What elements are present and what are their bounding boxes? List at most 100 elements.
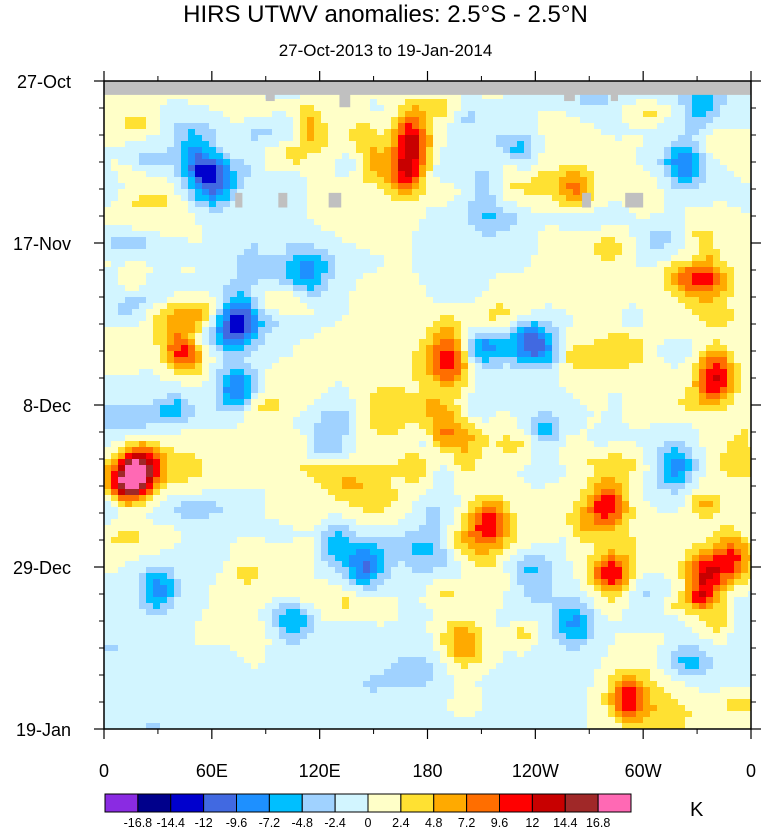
field-cell: [671, 129, 679, 136]
field-cell: [209, 309, 217, 316]
field-cell: [475, 321, 483, 328]
field-cell: [615, 123, 623, 130]
field-cell: [650, 123, 658, 130]
field-cell: [335, 237, 343, 244]
field-cell: [573, 129, 581, 136]
field-cell: [419, 141, 427, 148]
field-cell: [300, 345, 308, 352]
field-cell: [559, 351, 567, 358]
field-cell: [685, 165, 693, 172]
field-cell: [741, 339, 749, 346]
field-cell: [706, 273, 714, 280]
field-cell: [132, 117, 140, 124]
field-cell: [503, 189, 511, 196]
field-cell: [454, 345, 462, 352]
field-cell: [629, 249, 637, 256]
field-cell: [608, 135, 616, 142]
field-cell: [643, 327, 651, 334]
field-cell: [209, 159, 217, 166]
field-cell: [188, 387, 196, 394]
field-cell: [363, 243, 371, 250]
field-cell: [692, 333, 700, 340]
field-cell: [223, 291, 231, 298]
field-cell: [342, 243, 350, 250]
field-cell: [643, 279, 651, 286]
field-cell: [307, 195, 315, 202]
field-cell: [720, 249, 728, 256]
field-cell: [195, 93, 203, 100]
field-cell: [174, 267, 182, 274]
field-cell: [664, 393, 672, 400]
field-cell: [370, 135, 378, 142]
field-cell: [692, 201, 700, 208]
field-cell: [139, 171, 147, 178]
field-cell: [265, 249, 273, 256]
field-cell: [181, 201, 189, 208]
field-cell: [251, 99, 259, 106]
field-cell: [363, 225, 371, 232]
field-cell: [489, 267, 497, 274]
field-cell: [398, 261, 406, 268]
field-cell: [699, 297, 707, 304]
field-cell: [440, 231, 448, 238]
field-cell: [587, 93, 595, 100]
field-cell: [545, 357, 553, 364]
field-cell: [489, 195, 497, 202]
field-cell: [342, 255, 350, 262]
field-cell: [279, 255, 287, 262]
field-cell: [643, 153, 651, 160]
field-cell: [720, 261, 728, 268]
field-cell: [321, 315, 329, 322]
field-cell: [713, 189, 721, 196]
field-cell: [594, 93, 602, 100]
field-cell: [433, 225, 441, 232]
field-cell: [517, 303, 525, 310]
field-cell: [405, 249, 413, 256]
field-cell: [608, 285, 616, 292]
field-cell: [342, 177, 350, 184]
field-cell: [713, 393, 721, 400]
field-cell: [202, 279, 210, 286]
field-cell: [433, 291, 441, 298]
field-cell: [685, 213, 693, 220]
field-cell: [713, 93, 721, 100]
field-cell: [370, 123, 378, 130]
field-cell: [657, 189, 665, 196]
field-cell: [580, 279, 588, 286]
field-cell: [265, 297, 273, 304]
field-cell: [307, 399, 315, 406]
field-cell: [552, 285, 560, 292]
field-cell: [468, 183, 476, 190]
field-cell: [230, 321, 238, 328]
field-cell: [517, 249, 525, 256]
field-cell: [230, 369, 238, 376]
field-cell: [461, 171, 469, 178]
field-cell: [510, 117, 518, 124]
field-cell: [601, 195, 609, 202]
field-cell: [678, 201, 686, 208]
field-cell: [419, 327, 427, 334]
field-cell: [580, 99, 588, 106]
field-cell: [398, 99, 406, 106]
field-cell: [524, 387, 532, 394]
field-cell: [601, 393, 609, 400]
field-cell: [615, 339, 623, 346]
field-cell: [398, 351, 406, 358]
field-cell: [181, 303, 189, 310]
field-cell: [181, 207, 189, 214]
field-cell: [510, 255, 518, 262]
field-cell: [461, 381, 469, 388]
field-cell: [517, 231, 525, 238]
field-cell: [594, 255, 602, 262]
field-cell: [419, 387, 427, 394]
field-cell: [433, 327, 441, 334]
field-cell: [727, 93, 735, 100]
field-cell: [132, 381, 140, 388]
field-cell: [300, 333, 308, 340]
field-cell: [566, 255, 574, 262]
field-cell: [265, 147, 273, 154]
field-cell: [195, 99, 203, 106]
field-cell: [720, 273, 728, 280]
field-cell: [447, 267, 455, 274]
field-cell: [545, 315, 553, 322]
